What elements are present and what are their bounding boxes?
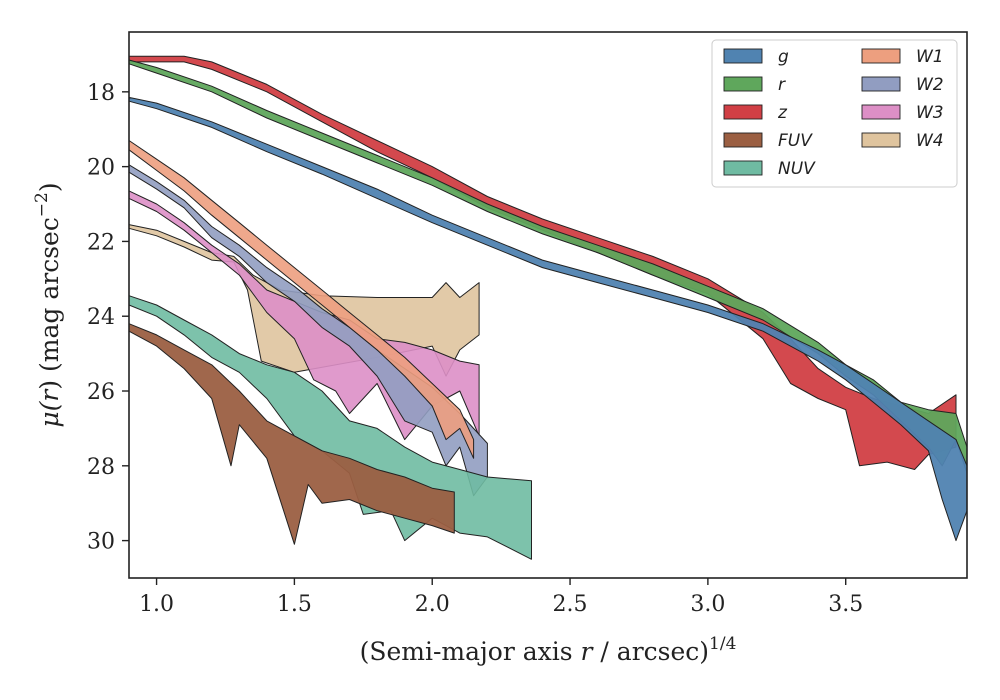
band-w1 bbox=[128, 140, 475, 459]
y-tick-label: 28 bbox=[87, 455, 115, 480]
legend-swatch-g bbox=[723, 48, 763, 64]
legend-swatch-r bbox=[723, 76, 763, 92]
y-tick-label: 18 bbox=[87, 81, 115, 106]
x-axis-ticks: 1.0 1.5 2.0 2.5 3.0 3.5 bbox=[139, 578, 863, 617]
x-tick-label: 2.5 bbox=[553, 592, 588, 617]
legend-label-fuv: FUV bbox=[778, 131, 813, 151]
legend-swatch-w3 bbox=[861, 104, 901, 120]
legend-label-z: z bbox=[777, 103, 788, 123]
legend-swatch-w1 bbox=[861, 48, 901, 64]
legend-label-w4: W4 bbox=[916, 131, 944, 151]
legend-swatch-w2 bbox=[861, 76, 901, 92]
y-tick-label: 22 bbox=[87, 230, 115, 255]
legend-label-w2: W2 bbox=[916, 75, 944, 95]
y-tick-label: 30 bbox=[87, 530, 115, 555]
band-g bbox=[128, 96, 968, 542]
legend-label-g: g bbox=[778, 47, 789, 67]
legend-label-w1: W1 bbox=[916, 47, 944, 67]
x-tick-label: 3.5 bbox=[828, 592, 863, 617]
x-axis-label: (Semi-major axis r / arcsec)1/4 bbox=[360, 634, 737, 666]
legend-label-nuv: NUV bbox=[778, 159, 816, 179]
y-axis-label: μ(r) (mag arcsec−2) bbox=[32, 182, 64, 427]
y-tick-label: 24 bbox=[87, 305, 115, 330]
x-tick-label: 1.5 bbox=[277, 592, 312, 617]
x-tick-label: 1.0 bbox=[139, 592, 174, 617]
legend-swatch-nuv bbox=[723, 160, 763, 176]
y-axis-ticks: 18 20 22 24 26 28 30 bbox=[87, 81, 129, 555]
legend-label-w3: W3 bbox=[916, 103, 944, 123]
legend-swatch-w4 bbox=[861, 132, 901, 148]
legend-label-r: r bbox=[778, 75, 786, 95]
profile-bands bbox=[128, 55, 968, 560]
y-tick-label: 20 bbox=[87, 156, 115, 181]
legend-swatch-z bbox=[723, 104, 763, 120]
y-tick-label: 26 bbox=[87, 380, 115, 405]
band-fuv bbox=[128, 323, 455, 545]
legend-swatch-fuv bbox=[723, 132, 763, 148]
x-tick-label: 2.0 bbox=[415, 592, 450, 617]
plot-frame bbox=[128, 31, 968, 579]
x-tick-label: 3.0 bbox=[690, 592, 725, 617]
legend: grz FUV NUV W1 W2 W3 W4 bbox=[711, 39, 958, 188]
